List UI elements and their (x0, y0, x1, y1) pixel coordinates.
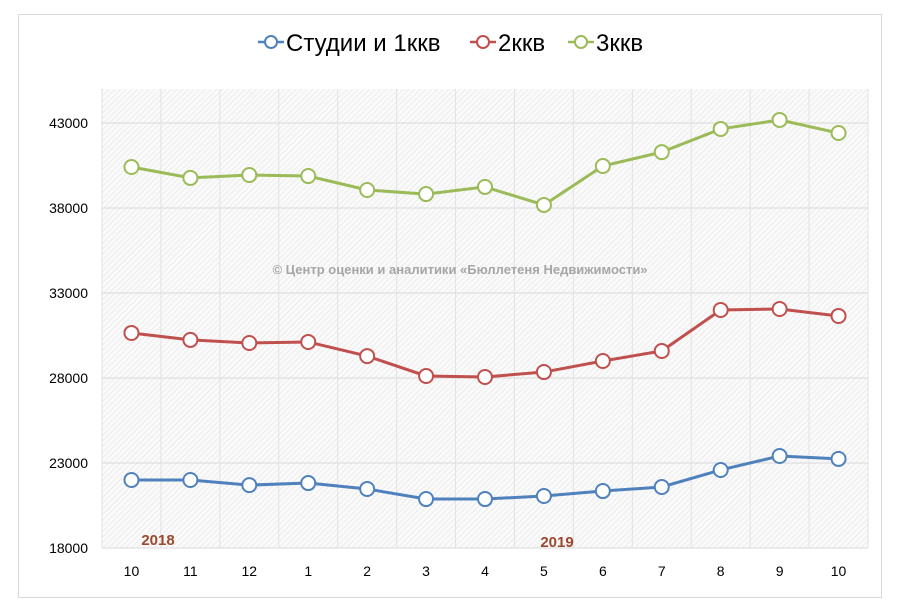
series-2 (123, 111, 847, 213)
legend-label: 2ккв (498, 30, 545, 57)
x-tick-label: 9 (776, 563, 784, 579)
data-point (771, 111, 788, 128)
data-point (771, 300, 788, 317)
data-point (300, 168, 317, 185)
x-tick-label: 3 (422, 563, 430, 579)
legend-marker-icon (574, 35, 588, 49)
data-point (712, 461, 729, 478)
x-tick-label: 4 (481, 563, 489, 579)
x-tick-label: 12 (242, 563, 258, 579)
series-1 (123, 300, 847, 385)
legend-label: 3ккв (596, 30, 643, 57)
data-point (477, 178, 493, 195)
x-tick-label: 10 (831, 563, 847, 579)
data-point (771, 448, 788, 465)
legend-item-2: 3ккв (568, 30, 643, 57)
data-point (241, 334, 258, 351)
data-point (594, 158, 611, 175)
y-tick-label: 28000 (49, 370, 88, 386)
x-tick-label: 10 (124, 563, 140, 579)
legend-marker-icon (476, 35, 490, 49)
plot-area (102, 89, 868, 548)
x-tick-label: 8 (717, 563, 725, 579)
data-point (300, 333, 317, 350)
y-tick-label: 38000 (49, 200, 88, 216)
data-point (359, 181, 376, 198)
year-label-2019: 2019 (540, 534, 573, 551)
x-tick-label: 11 (183, 563, 198, 579)
data-point (418, 491, 435, 508)
data-point (359, 481, 376, 498)
data-point (477, 491, 493, 508)
data-point (535, 196, 552, 213)
year-label-2018: 2018 (141, 532, 174, 549)
data-point (712, 120, 729, 137)
legend-item-1: 2ккв (470, 30, 545, 57)
data-point (182, 331, 199, 348)
data-point (653, 144, 670, 161)
y-tick-label: 23000 (49, 455, 88, 471)
data-point (359, 348, 376, 365)
data-point (830, 125, 847, 142)
data-point (123, 159, 140, 176)
x-tick-label: 7 (658, 563, 666, 579)
data-point (830, 307, 847, 324)
y-tick-label: 18000 (49, 540, 88, 556)
data-point (653, 478, 670, 495)
data-point (594, 353, 611, 369)
data-point (653, 342, 670, 359)
y-tick-label: 33000 (49, 285, 88, 301)
legend-label: Студии и 1ккв (286, 30, 440, 57)
data-point (241, 477, 258, 494)
data-point (418, 367, 435, 384)
x-tick-label: 2 (363, 563, 371, 579)
legend-marker-icon (264, 35, 278, 49)
series-0 (123, 448, 847, 508)
data-point (123, 324, 140, 341)
data-point (712, 302, 729, 318)
data-point (535, 364, 552, 381)
x-tick-label: 5 (540, 563, 548, 579)
data-point (477, 368, 493, 385)
y-tick-label: 43000 (49, 115, 88, 131)
data-point (241, 167, 258, 184)
data-point (418, 186, 435, 203)
watermark: © Центр оценки и аналитики «Бюллетеня Не… (272, 262, 647, 277)
data-point (182, 169, 199, 186)
legend-item-0: Студии и 1ккв (258, 30, 440, 57)
data-point (535, 487, 552, 504)
data-point (182, 472, 199, 488)
x-tick-label: 6 (599, 563, 607, 579)
data-point (594, 483, 611, 500)
x-tick-label: 1 (304, 563, 312, 579)
data-point (830, 450, 847, 467)
data-point (300, 475, 317, 492)
data-point (123, 472, 140, 488)
